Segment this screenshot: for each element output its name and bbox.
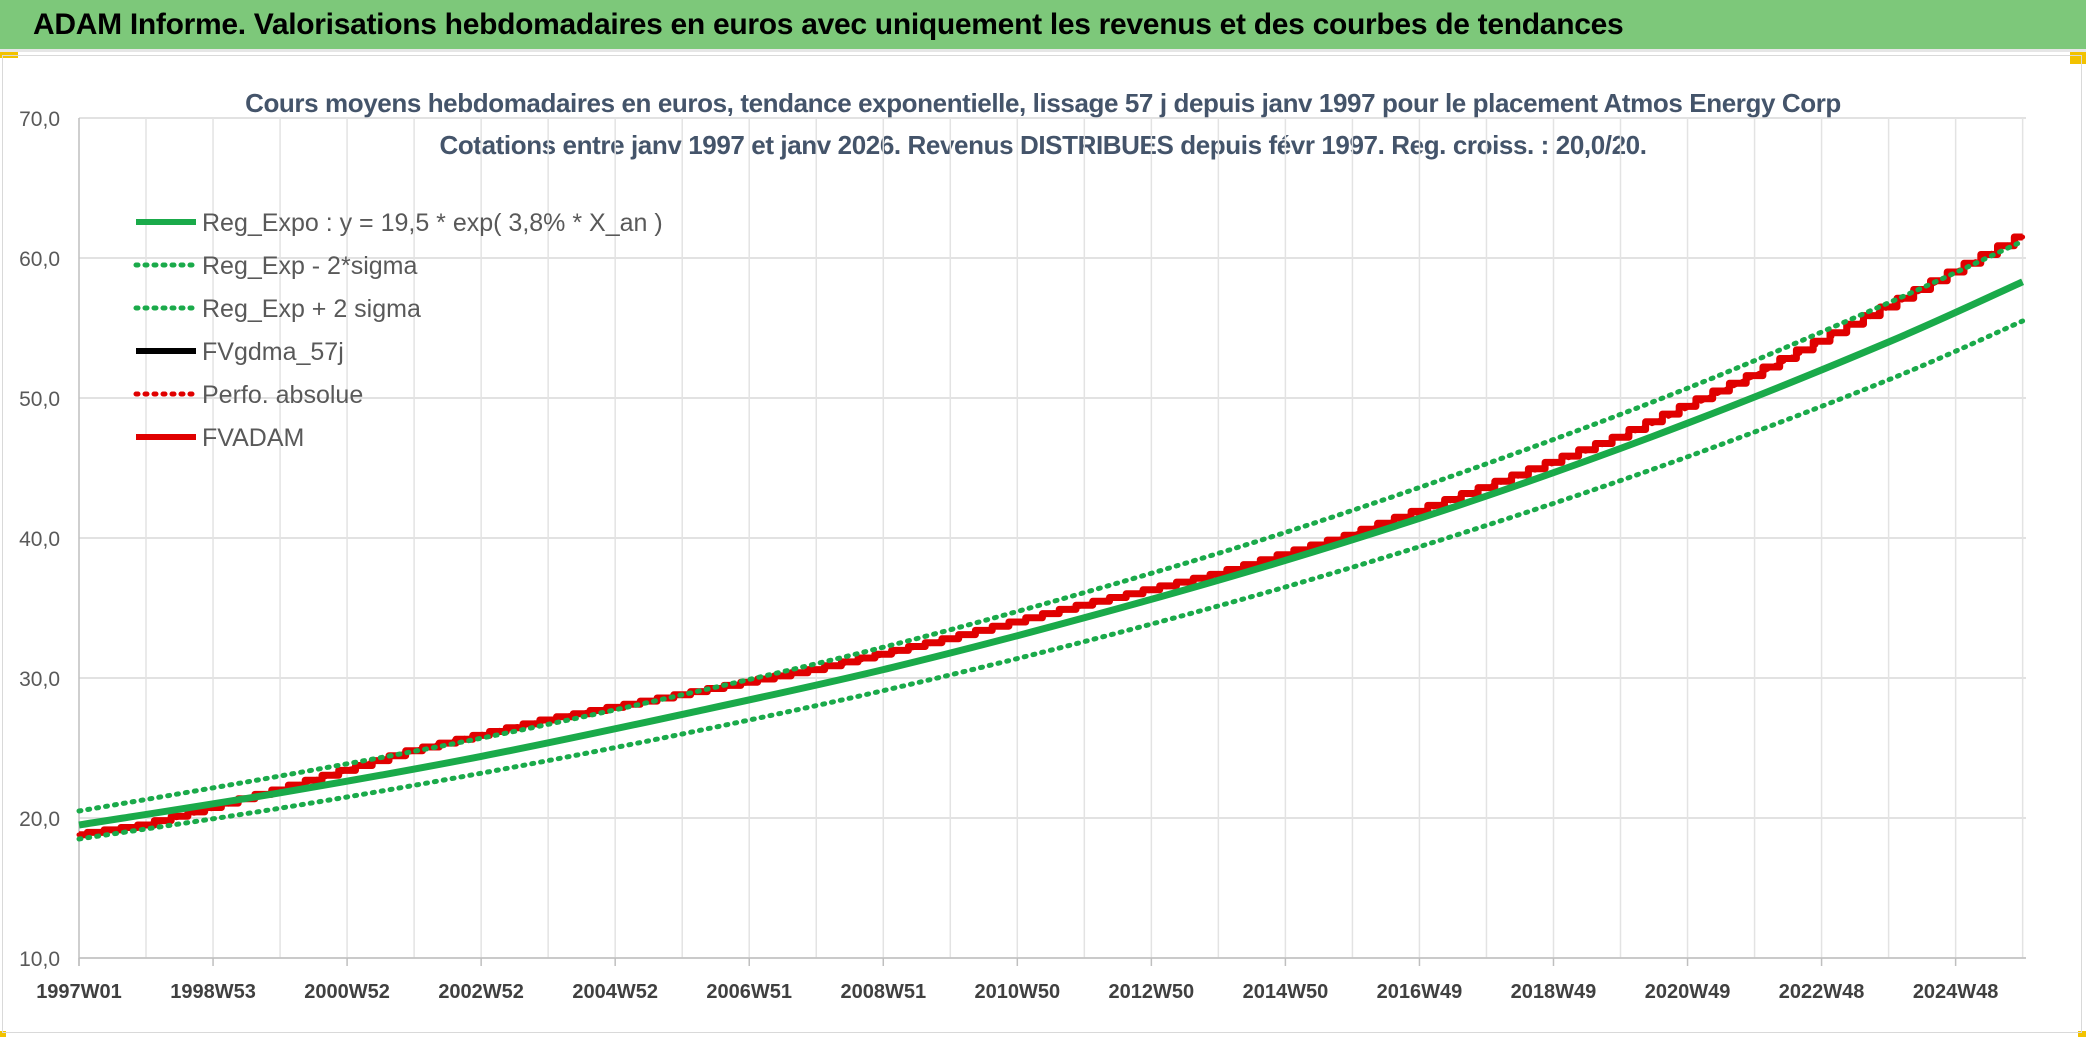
y-tick-label: 50,0 bbox=[19, 388, 60, 411]
chart-frame bbox=[2, 55, 2082, 1033]
legend-label: FVgdma_57j bbox=[202, 338, 344, 366]
x-tick-label: 2012W50 bbox=[1109, 981, 1195, 1003]
x-tick-label: 2008W51 bbox=[840, 981, 926, 1003]
series-line-4 bbox=[76, 234, 2026, 838]
chart-subtitle: Cotations entre janv 1997 et janv 2026. … bbox=[439, 130, 1647, 160]
report-banner: ADAM Informe. Valorisations hebdomadaire… bbox=[0, 0, 2086, 52]
x-tick-label: 2006W51 bbox=[706, 981, 792, 1003]
x-tick-label: 2022W48 bbox=[1779, 981, 1865, 1003]
series-line-0 bbox=[78, 278, 2025, 829]
legend-label: Perfo. absolue bbox=[202, 381, 363, 409]
y-tick-label: 10,0 bbox=[19, 948, 60, 971]
legend-label: FVADAM bbox=[202, 424, 304, 452]
y-tick-label: 40,0 bbox=[19, 528, 60, 551]
series-line-1 bbox=[76, 318, 2026, 842]
x-tick-label: 2014W50 bbox=[1243, 981, 1329, 1003]
x-tick-label: 2002W52 bbox=[438, 981, 524, 1003]
series-line-2 bbox=[76, 238, 2026, 814]
chart-title: Cours moyens hebdomadaires en euros, ten… bbox=[245, 88, 1841, 118]
x-tick-label: 2010W50 bbox=[975, 981, 1061, 1003]
x-tick-label: 2020W49 bbox=[1645, 981, 1731, 1003]
y-tick-label: 30,0 bbox=[19, 668, 60, 691]
x-tick-label: 2018W49 bbox=[1511, 981, 1597, 1003]
legend-label: Reg_Exp - 2*sigma bbox=[202, 252, 417, 280]
x-tick-label: 2004W52 bbox=[572, 981, 658, 1003]
corner-marker-bottom-right bbox=[2078, 1031, 2086, 1037]
x-tick-label: 2016W49 bbox=[1377, 981, 1463, 1003]
legend-label: Reg_Exp + 2 sigma bbox=[202, 295, 421, 323]
legend-label: Reg_Expo : y = 19,5 * exp( 3,8% * X_an ) bbox=[202, 209, 663, 237]
y-tick-label: 20,0 bbox=[19, 808, 60, 831]
report-title: ADAM Informe. Valorisations hebdomadaire… bbox=[33, 8, 1624, 41]
x-tick-label: 1997W01 bbox=[36, 981, 122, 1003]
x-tick-label: 1998W53 bbox=[170, 981, 256, 1003]
x-tick-label: 2000W52 bbox=[304, 981, 390, 1003]
series-line-5 bbox=[79, 233, 2023, 839]
y-tick-label: 70,0 bbox=[19, 108, 60, 131]
y-tick-label: 60,0 bbox=[19, 248, 60, 271]
x-tick-label: 2024W48 bbox=[1913, 981, 1999, 1003]
corner-marker-bottom-left bbox=[0, 1031, 6, 1037]
